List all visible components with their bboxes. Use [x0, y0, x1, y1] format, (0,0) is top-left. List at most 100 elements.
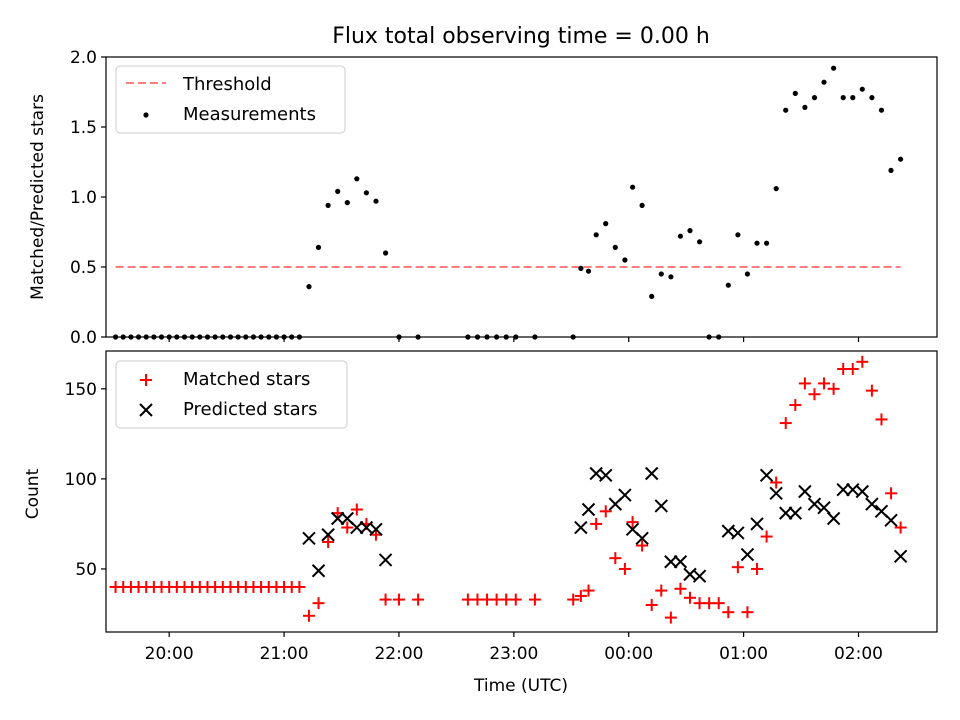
matched-star-point	[751, 562, 764, 575]
measurement-point	[639, 202, 645, 208]
measurement-point	[764, 240, 770, 246]
measurement-point	[622, 257, 628, 263]
measurement-point	[773, 186, 779, 192]
matched-star-point	[770, 476, 783, 489]
matched-star-point	[645, 598, 658, 611]
matched-star-point	[827, 382, 840, 395]
matched-star-point	[818, 377, 831, 390]
matched-star-point	[885, 487, 898, 500]
predicted-star-point	[574, 520, 588, 535]
ratio-y-axis-title: Matched/Predicted stars	[28, 94, 48, 300]
predicted-star-point	[788, 506, 803, 520]
predicted-star-point	[369, 522, 383, 537]
measurement-point	[744, 271, 751, 277]
matched-star-point	[760, 530, 773, 543]
measurement-point	[668, 274, 674, 280]
measurement-point	[363, 190, 369, 196]
matched-star-point	[875, 413, 888, 426]
matched-star-point	[779, 417, 792, 430]
predicted-star-point	[302, 531, 316, 546]
count-x-tick-label: 00:00	[604, 644, 653, 664]
count-x-tick-label: 22:00	[374, 644, 423, 664]
predicted-star-point	[884, 513, 898, 528]
chart-title: Flux total observing time = 0.00 h	[332, 24, 710, 49]
measurement-point	[373, 198, 379, 204]
measurement-point	[306, 284, 312, 290]
predicted-star-point	[644, 466, 659, 481]
predicted-star-point	[654, 499, 668, 513]
ratio-x-ticks	[168, 337, 860, 342]
predicted-star-point	[350, 520, 364, 535]
matched-star-point	[528, 593, 541, 606]
ratio-y-ticks: 0.0 0.5 1.0 1.5 2.0	[70, 48, 106, 348]
matched-star-point	[609, 552, 622, 565]
predicted-star-point	[378, 553, 393, 567]
measurement-point	[612, 244, 618, 250]
measurement-point	[585, 268, 592, 274]
measurement-point	[802, 104, 808, 110]
count-y-tick-label: 150	[65, 380, 97, 400]
ratio-y-tick-label: 2.0	[70, 48, 97, 68]
matched-star-point	[350, 503, 363, 516]
matched-star-point	[509, 593, 522, 606]
count-y-axis-title: Count	[23, 468, 43, 519]
measurement-point	[878, 107, 885, 113]
ratio-legend-box	[115, 65, 346, 134]
measurement-point	[335, 188, 341, 194]
matched-star-point	[567, 593, 580, 606]
count-legend: Matched stars Predicted stars	[115, 360, 348, 429]
ratio-y-tick-label: 1.5	[70, 118, 97, 138]
predicted-star-point	[618, 488, 632, 502]
count-x-tick-label: 21:00	[260, 644, 309, 664]
predicted-star-point	[836, 482, 850, 497]
matched-star-point	[626, 516, 639, 529]
matched-star-point	[674, 582, 687, 595]
predicted-star-point	[826, 511, 841, 526]
predicted-legend-swatch	[139, 403, 153, 417]
x-axis-title: Time (UTC)	[473, 676, 568, 696]
measurement-point	[649, 293, 655, 299]
count-x-tick-label: 20:00	[145, 644, 194, 664]
predicted-star-point	[673, 555, 688, 569]
ratio-panel: 0.00.51.01.52.0 Matched/Predicted stars …	[28, 48, 938, 348]
measurements-legend-label: Measurements	[183, 104, 316, 125]
matched-star-point	[731, 561, 744, 574]
measurement-point	[821, 79, 827, 85]
ratio-y-tick-label: 0.5	[70, 258, 97, 278]
predicted-star-point	[759, 468, 774, 482]
matched-star-point	[636, 539, 649, 552]
count-marks	[109, 355, 908, 624]
measurement-point	[725, 282, 731, 288]
predicted-star-point	[750, 517, 764, 531]
predicted-star-point	[855, 484, 870, 499]
matched-star-point	[412, 593, 425, 606]
measurement-point	[603, 221, 609, 227]
measurement-point	[315, 244, 322, 250]
predicted-star-point	[740, 547, 755, 562]
measurement-point	[630, 184, 636, 190]
measurement-point	[783, 107, 789, 113]
matched-star-point	[846, 363, 859, 376]
matched-star-point	[392, 593, 405, 606]
ratio-legend: Threshold Measurements	[115, 65, 346, 134]
matched-legend-label: Matched stars	[183, 369, 310, 390]
count-panel: 50 100 150 20:00 21:00 22:00 23:00 00:00 01:00 0…	[23, 350, 938, 696]
count-x-tick-label: 01:00	[719, 644, 768, 664]
predicted-star-point	[779, 506, 793, 520]
predicted-star-point	[865, 497, 879, 511]
predicted-star-point	[311, 564, 326, 578]
measurement-point	[697, 239, 703, 245]
matched-star-point	[379, 593, 392, 606]
matched-star-point	[664, 611, 677, 624]
predicted-star-point	[692, 569, 707, 583]
count-y-tick-label: 50	[75, 560, 97, 580]
measurement-point	[344, 200, 350, 206]
measurement-point	[578, 265, 584, 271]
matched-star-point	[741, 606, 754, 619]
ratio-y-tick-label: 1.0	[70, 188, 97, 208]
measurement-point	[383, 250, 389, 256]
measurement-point	[325, 202, 331, 208]
count-plot-frame	[105, 350, 938, 633]
predicted-star-point	[664, 555, 678, 569]
matched-star-point	[574, 589, 587, 602]
